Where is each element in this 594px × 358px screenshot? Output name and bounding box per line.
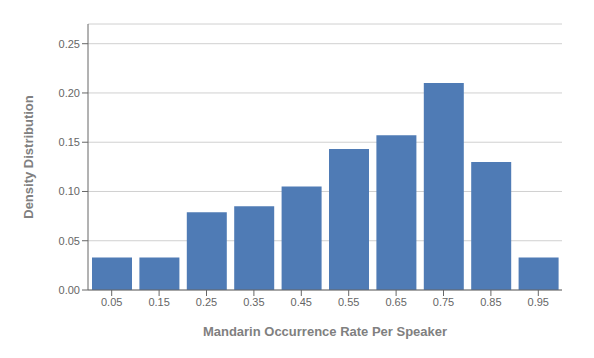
svg-text:0.65: 0.65 xyxy=(385,296,406,308)
svg-text:0.55: 0.55 xyxy=(338,296,359,308)
svg-text:0.25: 0.25 xyxy=(59,38,80,50)
svg-text:Mandarin Occurrence Rate Per S: Mandarin Occurrence Rate Per Speaker xyxy=(203,324,447,339)
svg-text:0.05: 0.05 xyxy=(59,235,80,247)
svg-text:0.00: 0.00 xyxy=(59,284,80,296)
svg-text:0.15: 0.15 xyxy=(148,296,169,308)
svg-text:0.25: 0.25 xyxy=(196,296,217,308)
svg-text:0.75: 0.75 xyxy=(433,296,454,308)
svg-text:Density Distribution: Density Distribution xyxy=(21,95,36,219)
svg-text:0.95: 0.95 xyxy=(528,296,549,308)
svg-text:0.05: 0.05 xyxy=(101,296,122,308)
svg-text:0.20: 0.20 xyxy=(59,87,80,99)
svg-text:0.15: 0.15 xyxy=(59,136,80,148)
svg-text:0.45: 0.45 xyxy=(291,296,312,308)
svg-text:0.10: 0.10 xyxy=(59,185,80,197)
svg-text:0.85: 0.85 xyxy=(480,296,501,308)
svg-text:0.35: 0.35 xyxy=(243,296,264,308)
